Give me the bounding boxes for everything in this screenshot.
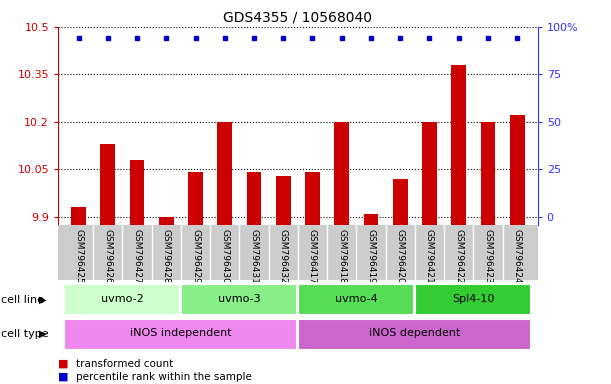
- Text: ■: ■: [58, 372, 68, 382]
- Text: Spl4-10: Spl4-10: [452, 294, 494, 304]
- Text: GSM796423: GSM796423: [483, 229, 492, 284]
- Bar: [181, 284, 298, 315]
- Text: ■: ■: [58, 359, 68, 369]
- Bar: [298, 319, 531, 349]
- Bar: [415, 284, 531, 315]
- Text: GSM796424: GSM796424: [513, 229, 522, 284]
- Text: GSM796432: GSM796432: [279, 229, 288, 284]
- Text: iNOS dependent: iNOS dependent: [369, 328, 461, 338]
- Bar: [422, 122, 437, 225]
- Bar: [71, 207, 86, 225]
- Bar: [188, 172, 203, 225]
- Title: GDS4355 / 10568040: GDS4355 / 10568040: [224, 10, 372, 24]
- Text: GSM796418: GSM796418: [337, 229, 346, 284]
- Text: GSM796428: GSM796428: [162, 229, 170, 284]
- Text: uvmo-2: uvmo-2: [101, 294, 144, 304]
- Text: GSM796420: GSM796420: [396, 229, 404, 284]
- Bar: [393, 179, 408, 225]
- Bar: [64, 284, 180, 315]
- Text: GSM796425: GSM796425: [74, 229, 83, 284]
- Bar: [364, 214, 378, 225]
- Bar: [305, 172, 320, 225]
- Bar: [481, 122, 496, 225]
- Text: GSM796427: GSM796427: [133, 229, 142, 284]
- Text: ▶: ▶: [38, 329, 46, 339]
- Text: cell type: cell type: [1, 329, 49, 339]
- Text: GSM796431: GSM796431: [249, 229, 258, 284]
- Text: uvmo-3: uvmo-3: [218, 294, 261, 304]
- Bar: [218, 122, 232, 225]
- Bar: [298, 284, 414, 315]
- Text: cell line: cell line: [1, 295, 44, 305]
- Text: GSM796429: GSM796429: [191, 229, 200, 284]
- Bar: [130, 160, 144, 225]
- Bar: [334, 122, 349, 225]
- Text: ▶: ▶: [38, 295, 46, 305]
- Bar: [510, 116, 524, 225]
- Text: GSM796417: GSM796417: [308, 229, 317, 284]
- Bar: [452, 65, 466, 225]
- Text: GSM796422: GSM796422: [454, 229, 463, 284]
- Text: iNOS independent: iNOS independent: [130, 328, 232, 338]
- Text: GSM796430: GSM796430: [220, 229, 229, 284]
- Text: percentile rank within the sample: percentile rank within the sample: [76, 372, 252, 382]
- Text: GSM796426: GSM796426: [103, 229, 112, 284]
- Bar: [100, 144, 115, 225]
- Text: uvmo-4: uvmo-4: [335, 294, 378, 304]
- Bar: [159, 217, 174, 225]
- Text: transformed count: transformed count: [76, 359, 174, 369]
- Bar: [64, 319, 298, 349]
- Bar: [276, 175, 291, 225]
- Text: GSM796421: GSM796421: [425, 229, 434, 284]
- Text: GSM796419: GSM796419: [367, 229, 376, 284]
- Bar: [247, 172, 262, 225]
